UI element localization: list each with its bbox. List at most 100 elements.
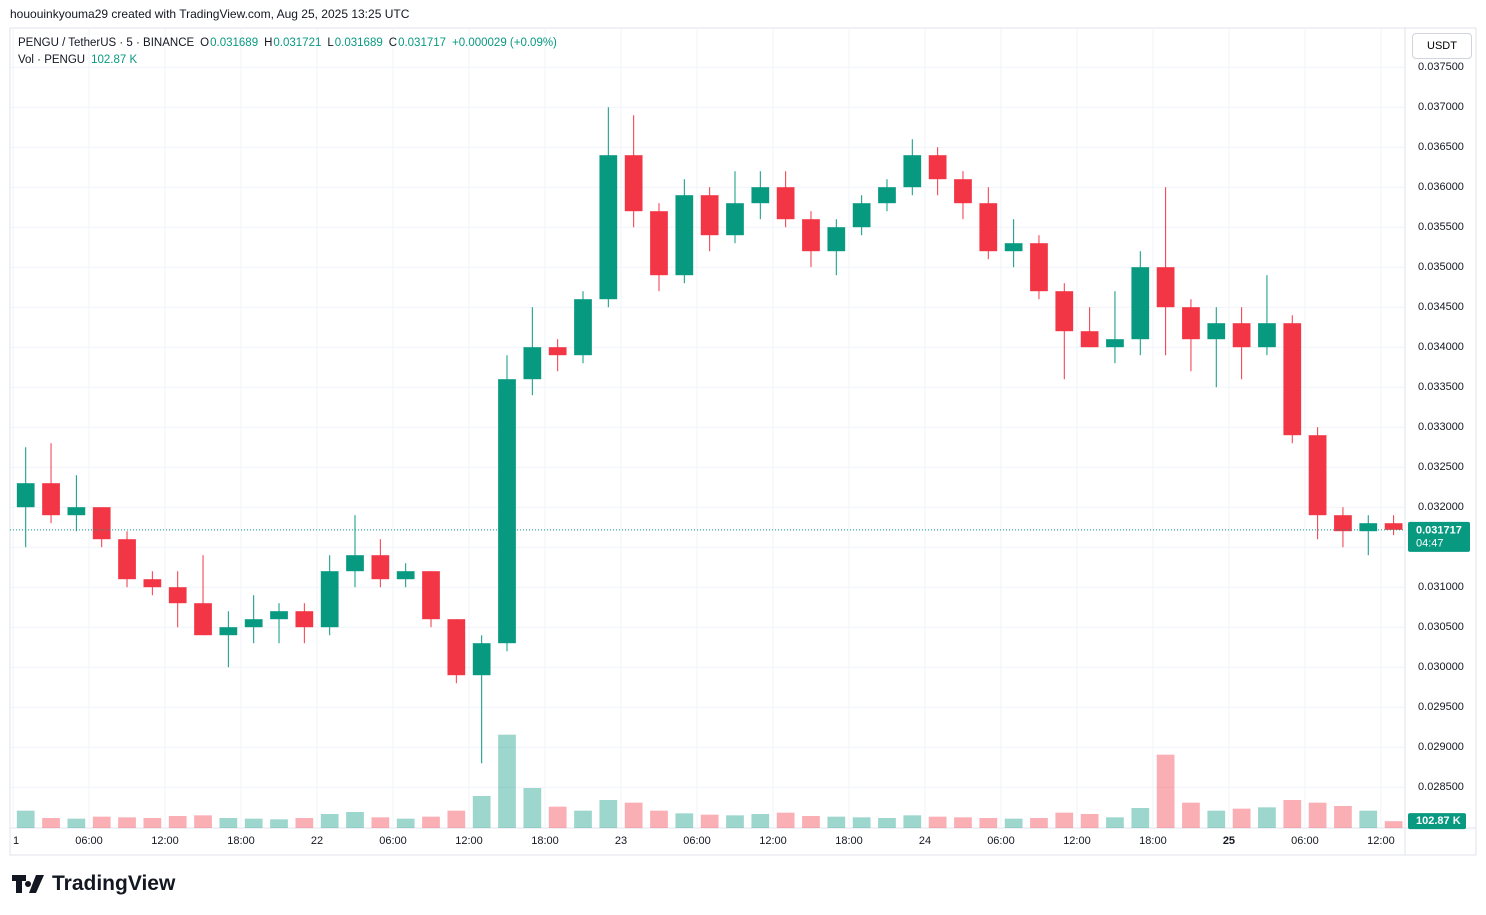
candle-body xyxy=(371,555,390,580)
candle-body xyxy=(827,227,846,252)
brand-name: TradingView xyxy=(52,872,176,895)
volume-bar xyxy=(1004,818,1023,828)
volume-bar xyxy=(447,810,466,828)
candle-body xyxy=(599,155,618,300)
volume-bar xyxy=(599,800,618,828)
candle-body xyxy=(523,347,542,380)
volume-bar xyxy=(1232,808,1251,828)
volume-bar xyxy=(802,816,820,828)
ohlc-key: C xyxy=(388,37,398,49)
volume-bar xyxy=(92,816,111,828)
candle-body xyxy=(979,203,998,252)
volume-bar xyxy=(979,818,998,828)
candle-body xyxy=(422,571,440,620)
countdown: 04:47 xyxy=(1416,538,1444,550)
x-tick-label: 18:00 xyxy=(531,835,559,847)
volume-bar xyxy=(726,815,744,828)
volume-bar xyxy=(143,818,162,828)
brand-logo xyxy=(12,875,44,893)
volume-bar xyxy=(396,818,415,828)
x-tick-label: 25 xyxy=(1223,835,1235,847)
y-tick-label: 0.037500 xyxy=(1418,61,1464,73)
brand: TradingView xyxy=(12,872,175,896)
currency-button[interactable]: USDT xyxy=(1412,33,1472,59)
volume-bar xyxy=(574,810,592,828)
candle-body xyxy=(1106,339,1124,348)
candle-body xyxy=(726,203,744,236)
credit: hououinkyouma29 created with TradingView… xyxy=(10,7,410,21)
candle-body xyxy=(1384,523,1403,530)
candle-body xyxy=(42,483,60,516)
ohlc-value: 0.031689 xyxy=(334,37,383,49)
y-tick-label: 0.034000 xyxy=(1418,341,1464,353)
volume-bar xyxy=(700,814,719,828)
volume-bar xyxy=(1207,810,1226,828)
x-tick-label: 06:00 xyxy=(987,835,1015,847)
candle-body xyxy=(776,187,795,220)
candle-body xyxy=(700,195,719,236)
volume-bar xyxy=(168,816,187,828)
x-tick-label: 12:00 xyxy=(151,835,179,847)
candle-body xyxy=(219,627,238,636)
candle-body xyxy=(624,155,643,212)
y-tick-label: 0.035500 xyxy=(1418,221,1464,233)
x-tick-label: 12:00 xyxy=(1367,835,1395,847)
x-tick-label: 12:00 xyxy=(1063,835,1091,847)
candle-body xyxy=(1207,323,1226,340)
y-tick-label: 0.032500 xyxy=(1418,461,1464,473)
candle-body xyxy=(1030,243,1048,292)
candle-body xyxy=(751,187,770,204)
frame xyxy=(9,27,1477,856)
volume-bar xyxy=(295,818,314,828)
volume-bar xyxy=(827,816,846,828)
last-price-label: 0.031717 xyxy=(1416,525,1462,537)
y-tick-label: 0.036500 xyxy=(1418,141,1464,153)
volume-bar xyxy=(422,816,440,828)
volume-bar xyxy=(751,814,770,828)
volume-bar xyxy=(650,810,668,828)
candle-body xyxy=(1359,523,1378,532)
x-tick-label: 18:00 xyxy=(1139,835,1167,847)
candle-body xyxy=(928,155,947,180)
volume-bar xyxy=(624,802,643,828)
y-tick-label: 0.036000 xyxy=(1418,181,1464,193)
y-tick-label: 0.035000 xyxy=(1418,261,1464,273)
candle-body xyxy=(1283,323,1302,436)
ohlc-value: 0.031721 xyxy=(273,37,322,49)
candle-body xyxy=(396,571,415,580)
candle-body xyxy=(472,643,491,676)
legend: PENGU / TetherUS · 5 · BINANCE O0.031689 H… xyxy=(18,35,563,69)
volume-bar xyxy=(1384,821,1403,828)
x-tick-label: 22 xyxy=(311,835,323,847)
ohlc-key: O xyxy=(200,37,210,49)
candle-body xyxy=(548,347,567,356)
volume-bar xyxy=(1080,814,1099,828)
volume-bar xyxy=(1106,817,1124,828)
ohlc-value: 0.031717 xyxy=(398,37,447,49)
candle-body xyxy=(118,539,136,580)
volume-bar xyxy=(42,818,60,828)
x-tick-label: 06:00 xyxy=(683,835,711,847)
volume-bar xyxy=(472,796,491,828)
y-tick-label: 0.037000 xyxy=(1418,101,1464,113)
volume-bar xyxy=(1258,807,1276,828)
candle-body xyxy=(1258,323,1276,348)
candle-body xyxy=(1334,515,1352,532)
y-tick-label: 0.033500 xyxy=(1418,381,1464,393)
change: +0.000029 (+0.09%) xyxy=(452,37,557,49)
volume-bar xyxy=(16,810,35,828)
candle-body xyxy=(67,507,86,516)
y-tick-label: 0.030500 xyxy=(1418,621,1464,633)
candle-body xyxy=(295,611,314,628)
volume-name: Vol · PENGU xyxy=(18,54,86,66)
volume-bar xyxy=(776,812,795,828)
candle-body xyxy=(650,211,668,276)
y-tick-label: 0.029000 xyxy=(1418,741,1464,753)
volume-bar xyxy=(523,788,542,828)
ohlc: O0.031689 H0.031721 L0.031689 C0.031717 xyxy=(200,37,452,49)
candle-body xyxy=(1004,243,1023,252)
candle-body xyxy=(1080,331,1099,348)
candle-body xyxy=(498,379,516,644)
candle-body xyxy=(16,483,35,508)
volume-bar xyxy=(928,816,947,828)
